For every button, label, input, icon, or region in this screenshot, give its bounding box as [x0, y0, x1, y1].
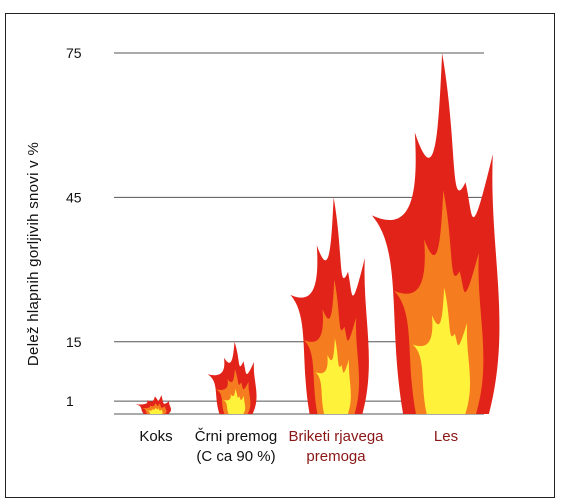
y-tick-label-75: 75 [66, 45, 82, 61]
y-tick-label-1: 1 [66, 393, 74, 409]
y-axis-title: Delež hlapnih gorljivih snovi v % [25, 142, 42, 366]
flame-core-0 [146, 407, 163, 414]
y-tick-label-45: 45 [66, 189, 82, 205]
flame-core-3 [412, 287, 471, 414]
flame-bar-chart: 1 15 45 75 Koks Črni premog (C ca 90 %) Briket… [25, 45, 500, 465]
x-label-3-0: Les [434, 428, 458, 445]
chart-frame: 1 15 45 75 Koks Črni premog (C ca 90 %) Briket… [5, 13, 555, 498]
flame-core-2 [315, 338, 351, 414]
flame-core-1 [223, 388, 246, 414]
x-label-1-1: (C ca 90 %) [196, 448, 275, 465]
y-axis-ticks: 1 15 45 75 [66, 45, 82, 409]
flame-bar-2 [290, 197, 369, 414]
flame-bar-3 [371, 53, 500, 414]
x-label-0-0: Koks [139, 428, 172, 445]
x-label-2-0: Briketi rjavega [288, 428, 384, 445]
x-axis-labels: Koks Črni premog (C ca 90 %) Briketi rjaveg… [139, 428, 458, 465]
x-label-1-0: Črni premog [195, 428, 278, 445]
flame-bars [135, 53, 500, 414]
y-tick-label-15: 15 [66, 334, 82, 350]
x-label-2-1: premoga [306, 448, 366, 465]
flame-bar-1 [207, 341, 257, 414]
flame-bar-0 [135, 395, 172, 414]
